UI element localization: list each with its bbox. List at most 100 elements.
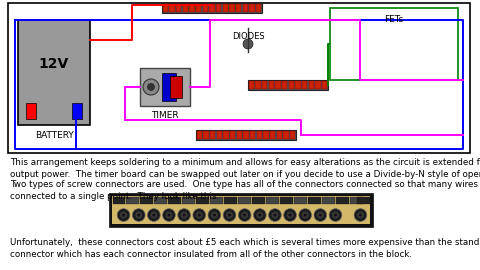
Bar: [196, 197, 209, 204]
Circle shape: [223, 209, 236, 221]
Bar: [203, 4, 208, 12]
Circle shape: [147, 83, 155, 91]
Circle shape: [299, 209, 312, 221]
Circle shape: [287, 211, 294, 218]
Bar: [249, 81, 254, 89]
Circle shape: [354, 209, 367, 221]
Bar: [336, 197, 348, 204]
Bar: [112, 197, 125, 204]
Bar: [8, 3, 470, 153]
Circle shape: [228, 214, 231, 217]
Bar: [168, 197, 181, 204]
Bar: [315, 81, 321, 89]
Bar: [322, 81, 327, 89]
Bar: [296, 81, 300, 89]
Bar: [224, 131, 228, 139]
Bar: [196, 4, 201, 12]
Circle shape: [211, 211, 218, 218]
Bar: [289, 81, 294, 89]
Bar: [270, 131, 275, 139]
Bar: [209, 4, 215, 12]
Bar: [140, 68, 190, 106]
Circle shape: [288, 214, 292, 217]
Bar: [269, 81, 274, 89]
Bar: [223, 4, 228, 12]
Bar: [197, 131, 202, 139]
Bar: [210, 131, 215, 139]
Text: 12V: 12V: [39, 58, 69, 72]
Bar: [248, 80, 328, 90]
Circle shape: [243, 39, 253, 49]
Circle shape: [120, 211, 127, 218]
Circle shape: [163, 209, 175, 221]
Bar: [264, 131, 268, 139]
Bar: [284, 131, 288, 139]
Bar: [309, 81, 314, 89]
Bar: [72, 103, 82, 119]
Circle shape: [238, 209, 251, 221]
Bar: [255, 81, 261, 89]
Bar: [349, 197, 362, 204]
Circle shape: [135, 211, 142, 218]
Bar: [210, 197, 223, 204]
Circle shape: [357, 211, 364, 218]
Text: This arrangement keeps soldering to a minimum and allows for easy alterations as: This arrangement keeps soldering to a mi…: [10, 158, 480, 179]
Bar: [250, 4, 254, 12]
Bar: [163, 4, 168, 12]
Circle shape: [304, 214, 307, 217]
Circle shape: [226, 211, 233, 218]
Circle shape: [329, 209, 342, 221]
Bar: [237, 131, 242, 139]
Bar: [357, 197, 370, 204]
Bar: [183, 4, 188, 12]
Bar: [182, 197, 195, 204]
Circle shape: [122, 214, 125, 217]
Bar: [257, 131, 262, 139]
Bar: [112, 196, 370, 224]
Circle shape: [168, 214, 170, 217]
Circle shape: [208, 209, 221, 221]
Circle shape: [359, 214, 362, 217]
Circle shape: [273, 214, 276, 217]
Circle shape: [253, 209, 266, 221]
Circle shape: [198, 214, 201, 217]
Bar: [176, 4, 181, 12]
Bar: [290, 131, 295, 139]
Bar: [280, 197, 293, 204]
Bar: [330, 8, 458, 80]
Bar: [250, 131, 255, 139]
Circle shape: [152, 214, 156, 217]
Circle shape: [243, 214, 246, 217]
Bar: [322, 197, 335, 204]
Bar: [277, 131, 282, 139]
Circle shape: [180, 211, 188, 218]
Circle shape: [193, 209, 205, 221]
Bar: [109, 193, 373, 227]
Bar: [190, 4, 194, 12]
Text: FETs: FETs: [384, 15, 404, 24]
Circle shape: [302, 211, 309, 218]
Bar: [276, 81, 280, 89]
Bar: [282, 81, 287, 89]
Bar: [18, 20, 90, 125]
Circle shape: [334, 214, 337, 217]
Bar: [308, 197, 321, 204]
Bar: [236, 4, 241, 12]
Circle shape: [147, 209, 160, 221]
Circle shape: [143, 79, 159, 95]
Bar: [229, 4, 235, 12]
Bar: [26, 103, 36, 119]
Bar: [243, 4, 248, 12]
Circle shape: [137, 214, 140, 217]
Bar: [252, 197, 265, 204]
Bar: [169, 4, 175, 12]
Circle shape: [284, 209, 297, 221]
Bar: [294, 197, 307, 204]
Text: TIMER: TIMER: [151, 111, 179, 120]
Circle shape: [213, 214, 216, 217]
Bar: [216, 4, 221, 12]
Bar: [230, 131, 235, 139]
Bar: [162, 73, 176, 101]
Bar: [256, 4, 261, 12]
Circle shape: [132, 209, 145, 221]
